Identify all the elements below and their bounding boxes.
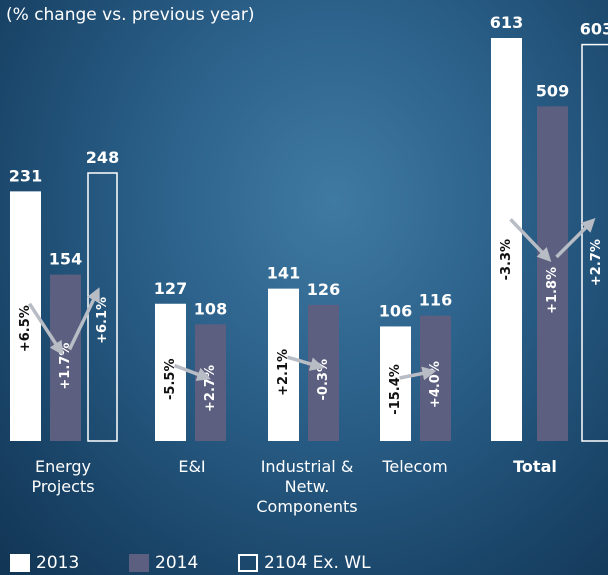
legend-swatch: [129, 554, 149, 572]
change-label: +2.7%: [589, 239, 604, 286]
change-label: +6.5%: [18, 305, 33, 352]
legend-label: 2013: [36, 553, 79, 573]
change-label: -0.3%: [316, 359, 331, 400]
category-label: Industrial & Netw. Components: [252, 457, 362, 517]
legend-item: 2014: [129, 553, 198, 573]
value-label: 141: [267, 264, 300, 283]
legend-swatch: [10, 554, 30, 572]
change-label: +4.0%: [428, 361, 443, 408]
value-label: 231: [9, 166, 42, 185]
change-label: -15.4%: [388, 364, 403, 415]
value-label: 613: [490, 13, 523, 32]
change-label: +2.7%: [203, 365, 218, 412]
category-label: Total: [500, 457, 570, 477]
change-label: -3.3%: [499, 239, 514, 280]
value-label: 248: [86, 148, 119, 167]
legend-label: 2014: [155, 553, 198, 573]
category-label: E&I: [152, 457, 232, 477]
chart-subtitle: (% change vs. previous year): [6, 5, 255, 25]
value-label: 509: [536, 81, 569, 100]
category-label: Energy Projects: [8, 457, 118, 497]
value-label: 126: [307, 280, 340, 299]
change-label: +1.8%: [545, 267, 560, 314]
legend-item: 2104 Ex. WL: [238, 553, 371, 573]
legend-swatch: [238, 554, 258, 572]
legend-item: 2013: [10, 553, 79, 573]
change-label: +6.1%: [95, 297, 110, 344]
value-label: 127: [154, 279, 187, 298]
value-label: 108: [194, 299, 227, 318]
page: (% change vs. previous year) 231 +6.5% 154…: [0, 0, 608, 575]
value-label: 154: [49, 250, 82, 269]
legend-label: 2104 Ex. WL: [264, 553, 371, 573]
value-label: 603: [580, 20, 608, 39]
value-label: 116: [419, 291, 452, 310]
category-label: Telecom: [370, 457, 460, 477]
value-label: 106: [379, 301, 412, 320]
